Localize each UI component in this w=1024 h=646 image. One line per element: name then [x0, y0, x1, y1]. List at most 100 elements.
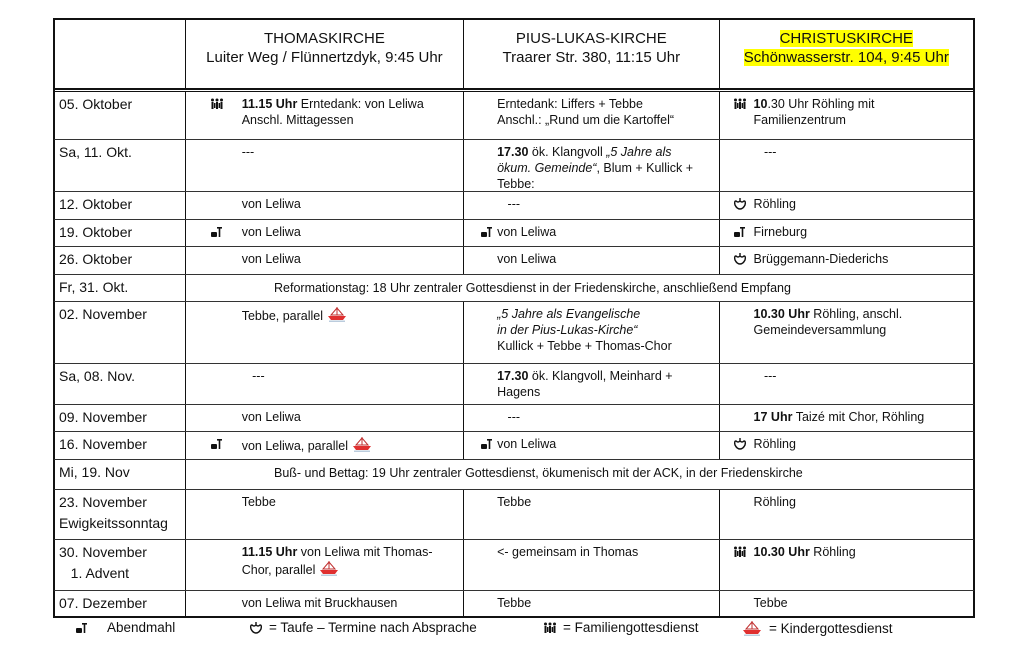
- text-segment: von Leliwa, parallel: [241, 439, 349, 453]
- date-line: 1. Advent: [59, 565, 130, 581]
- date-line: 16. November: [59, 436, 147, 452]
- text-segment: „5 Jahre als: [606, 145, 672, 159]
- text-line: ---: [720, 144, 973, 160]
- family-icon: [210, 97, 224, 110]
- spanning-event-cell: Reformationstag: 18 Uhr zentraler Gottes…: [185, 275, 973, 301]
- text-line: von Leliwa: [464, 224, 718, 240]
- text-line: 10.30 Uhr Röhling: [720, 544, 973, 560]
- text-segment: von Leliwa mit Bruckhausen: [241, 596, 398, 610]
- thomaskirche-cell: von Leliwa, parallel: [184, 432, 463, 459]
- pius-lukas-cell: ---: [463, 405, 718, 431]
- header-row: THOMASKIRCHE Luiter Weg / Flünnertzdyk, …: [53, 18, 975, 88]
- baptism-icon: [733, 197, 747, 210]
- legend-label: = Familiengottesdienst: [563, 620, 699, 635]
- text-line: Erntedank: Liffers + Tebbe: [464, 96, 718, 112]
- date-line: 26. Oktober: [59, 251, 133, 267]
- text-segment: in der Pius-Lukas-Kirche“: [497, 323, 638, 337]
- thomaskirche-cell: Tebbe: [184, 490, 463, 539]
- thomaskirche-cell: von Leliwa: [184, 192, 463, 219]
- christuskirche-cell: Tebbe: [718, 591, 973, 616]
- date-line: 09. November: [59, 409, 147, 425]
- baptism-icon: [733, 437, 747, 450]
- text-line: ---: [464, 409, 718, 425]
- table-row: Fr, 31. Okt. Reformationstag: 18 Uhr zent…: [53, 275, 975, 302]
- pius-lukas-cell: von Leliwa: [463, 247, 718, 274]
- boat-icon: [741, 620, 763, 636]
- text-segment: 10.30 Uhr: [753, 545, 810, 559]
- text-line: von Leliwa: [186, 251, 463, 267]
- text-segment: Taizé mit Chor, Röhling: [792, 410, 925, 424]
- text-segment: Tebbe: [497, 596, 532, 610]
- text-segment: ök. Klangvoll, Meinhard +: [528, 369, 673, 383]
- christuskirche-cell: ---: [718, 364, 973, 404]
- text-segment: ---: [497, 197, 521, 211]
- header-date: [55, 20, 185, 88]
- thomaskirche-cell: von Leliwa: [184, 405, 463, 431]
- text-segment: von Leliwa: [497, 437, 557, 451]
- text-line: von Leliwa: [464, 251, 718, 267]
- date-cell: Sa, 11. Okt.: [55, 140, 185, 191]
- date-cell: Mi, 19. Nov: [55, 460, 185, 489]
- boat-icon: [318, 560, 340, 576]
- text-segment: Röhling: [753, 197, 796, 211]
- table-row: 12. Oktober von Leliwa --- Röhling: [53, 192, 975, 220]
- family-icon: [733, 97, 747, 110]
- text-segment: ökum. Gemeinde“: [497, 161, 597, 175]
- text-line: ---: [186, 144, 463, 160]
- christuskirche-cell: Röhling: [718, 490, 973, 539]
- text-segment: 11.15 Uhr: [241, 545, 298, 559]
- pius-lukas-cell: <- gemeinsam in Thomas: [463, 540, 718, 590]
- date-line: Fr, 31. Okt.: [59, 279, 129, 295]
- family-icon: [733, 545, 747, 558]
- text-segment: Anschl. Mittagessen: [241, 113, 354, 127]
- header-address: Luiter Weg / Flünnertzdyk, 9:45 Uhr: [206, 49, 443, 66]
- date-line: 30. November: [59, 544, 147, 560]
- date-cell: 05. Oktober: [55, 92, 185, 139]
- text-segment: Erntedank: von Leliwa: [297, 97, 424, 111]
- text-line: Anschl.: „Rund um die Kartoffel“: [464, 112, 718, 128]
- text-line: 17 Uhr Taizé mit Chor, Röhling: [720, 409, 973, 425]
- date-cell: 16. November: [55, 432, 185, 459]
- date-line: Sa, 11. Okt.: [59, 144, 132, 160]
- pius-lukas-cell: von Leliwa: [463, 432, 718, 459]
- thomaskirche-cell: 11.15 Uhr von Leliwa mit Thomas- Chor, pa…: [184, 540, 463, 590]
- text-line: Tebbe: [720, 595, 973, 611]
- text-segment: von Leliwa: [241, 225, 301, 239]
- header-christuskirche: CHRISTUSKIRCHE Schönwasserstr. 104, 9:45…: [718, 20, 973, 88]
- text-segment: 10: [753, 97, 768, 111]
- legend-label: Abendmahl: [107, 620, 176, 635]
- text-segment: Röhling: [809, 545, 856, 559]
- christuskirche-cell: 10.30 Uhr Röhling mit Familienzentrum: [718, 92, 973, 139]
- text-segment: ---: [241, 145, 255, 159]
- text-segment: Gemeindeversammlung: [753, 323, 887, 337]
- table-row: Mi, 19. Nov Buß- und Bettag: 19 Uhr zentr…: [53, 460, 975, 490]
- date-line: 07. Dezember: [59, 595, 147, 611]
- table-row: 05. Oktober 11.15 Uhr Erntedank: von Leli…: [53, 92, 975, 140]
- boat-icon: [351, 436, 373, 452]
- pius-lukas-cell: „5 Jahre als Evangelische in der Pius-Luk…: [463, 302, 718, 363]
- text-line: von Leliwa: [186, 409, 463, 425]
- date-cell: Sa, 08. Nov.: [55, 364, 185, 404]
- legend-label: = Kindergottesdienst: [769, 620, 893, 636]
- text-segment: Brüggemann-Diederichs: [753, 252, 889, 266]
- text-segment: 10.30 Uhr: [753, 307, 810, 321]
- pius-lukas-cell: 17.30 ök. Klangvoll „5 Jahre als ökum. Ge…: [463, 140, 718, 191]
- text-segment: ---: [241, 369, 265, 383]
- table-row: 07. Dezember von Leliwa mit Bruckhausen Te…: [53, 591, 975, 618]
- text-line: „5 Jahre als Evangelische: [464, 306, 718, 322]
- text-line: Röhling: [720, 436, 973, 452]
- thomaskirche-cell: 11.15 Uhr Erntedank: von Leliwa Anschl. M…: [184, 92, 463, 139]
- thomaskirche-cell: von Leliwa: [184, 247, 463, 274]
- text-line: 11.15 Uhr Erntedank: von Leliwa: [186, 96, 463, 112]
- header-title: PIUS-LUKAS-KIRCHE: [515, 30, 667, 47]
- christuskirche-cell: Röhling: [718, 432, 973, 459]
- text-segment: Chor, parallel: [241, 563, 316, 577]
- text-line: von Leliwa mit Bruckhausen: [186, 595, 463, 611]
- text-line: ---: [720, 368, 973, 384]
- text-segment: von Leliwa: [497, 225, 557, 239]
- text-line: Röhling: [720, 196, 973, 212]
- text-segment: Tebbe:: [497, 177, 535, 191]
- text-segment: 17 Uhr: [753, 410, 793, 424]
- text-line: Familienzentrum: [720, 112, 973, 128]
- table-row: 16. November von Leliwa, parallel von Leli…: [53, 432, 975, 460]
